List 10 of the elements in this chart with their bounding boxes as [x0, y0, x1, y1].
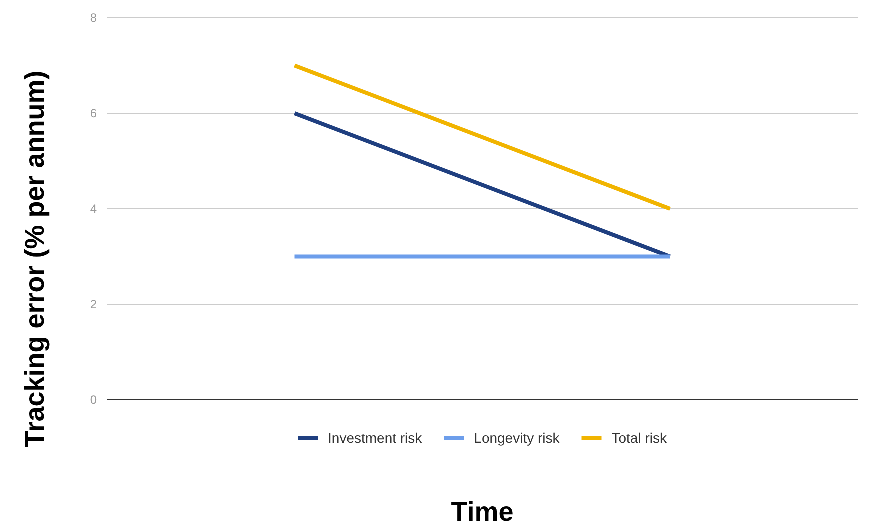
y-axis-title: Tracking error (% per annum)	[20, 70, 50, 448]
legend-label: Longevity risk	[474, 430, 561, 446]
legend-label: Investment risk	[328, 430, 424, 446]
y-tick-label: 0	[90, 392, 98, 407]
x-axis-title: Time	[451, 497, 514, 526]
legend-label: Total risk	[612, 430, 668, 446]
y-tick-label: 6	[90, 106, 98, 120]
y-tick-label: 2	[90, 297, 98, 312]
y-tick-label: 8	[90, 10, 98, 25]
y-tick-label: 4	[90, 202, 98, 216]
